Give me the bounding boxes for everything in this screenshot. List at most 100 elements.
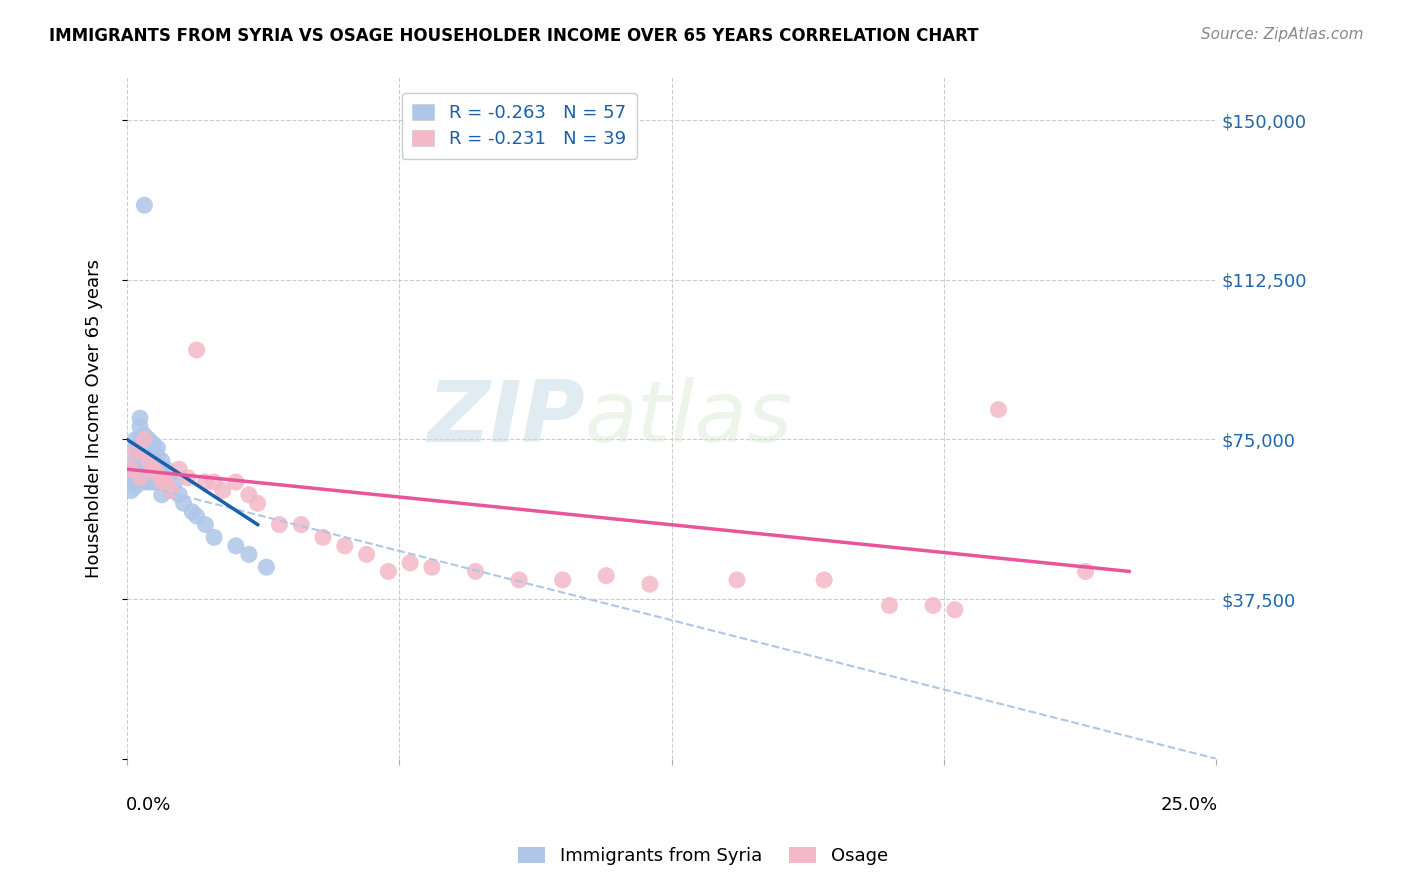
Point bbox=[167, 462, 190, 476]
Point bbox=[177, 471, 200, 485]
Point bbox=[124, 462, 146, 476]
Point bbox=[225, 539, 247, 553]
Point bbox=[129, 471, 152, 485]
Point bbox=[138, 467, 160, 481]
Legend: R = -0.263   N = 57, R = -0.231   N = 39: R = -0.263 N = 57, R = -0.231 N = 39 bbox=[402, 94, 637, 159]
Legend: Immigrants from Syria, Osage: Immigrants from Syria, Osage bbox=[510, 839, 896, 872]
Point bbox=[163, 475, 186, 489]
Text: IMMIGRANTS FROM SYRIA VS OSAGE HOUSEHOLDER INCOME OVER 65 YEARS CORRELATION CHAR: IMMIGRANTS FROM SYRIA VS OSAGE HOUSEHOLD… bbox=[49, 27, 979, 45]
Point bbox=[638, 577, 661, 591]
Point bbox=[124, 445, 146, 459]
Point bbox=[420, 560, 443, 574]
Point bbox=[129, 453, 152, 467]
Point bbox=[879, 599, 901, 613]
Text: ZIP: ZIP bbox=[427, 376, 585, 459]
Point bbox=[129, 462, 152, 476]
Text: 25.0%: 25.0% bbox=[1160, 797, 1218, 814]
Point bbox=[138, 441, 160, 455]
Point bbox=[246, 496, 269, 510]
Point bbox=[124, 453, 146, 467]
Point bbox=[150, 471, 173, 485]
Point bbox=[129, 433, 152, 447]
Point bbox=[155, 475, 177, 489]
Point bbox=[138, 433, 160, 447]
Point bbox=[194, 475, 217, 489]
Point bbox=[134, 445, 156, 459]
Point bbox=[120, 483, 142, 498]
Point bbox=[150, 462, 173, 476]
Point bbox=[167, 488, 190, 502]
Point bbox=[129, 419, 152, 434]
Point bbox=[333, 539, 356, 553]
Point bbox=[120, 475, 142, 489]
Point bbox=[225, 475, 247, 489]
Text: 0.0%: 0.0% bbox=[125, 797, 172, 814]
Point bbox=[142, 462, 165, 476]
Point bbox=[120, 462, 142, 476]
Point bbox=[138, 450, 160, 464]
Point bbox=[146, 441, 169, 455]
Point bbox=[211, 483, 233, 498]
Point bbox=[725, 573, 748, 587]
Point bbox=[134, 433, 156, 447]
Point bbox=[254, 560, 277, 574]
Point bbox=[124, 471, 146, 485]
Point bbox=[159, 483, 181, 498]
Point bbox=[146, 467, 169, 481]
Point bbox=[922, 599, 945, 613]
Point bbox=[356, 548, 378, 562]
Point bbox=[194, 517, 217, 532]
Point bbox=[134, 453, 156, 467]
Point bbox=[146, 462, 169, 476]
Point bbox=[464, 565, 486, 579]
Point bbox=[134, 475, 156, 489]
Text: Source: ZipAtlas.com: Source: ZipAtlas.com bbox=[1201, 27, 1364, 42]
Point bbox=[595, 568, 617, 582]
Point bbox=[508, 573, 530, 587]
Point bbox=[134, 198, 156, 212]
Point bbox=[987, 402, 1010, 417]
Text: atlas: atlas bbox=[585, 376, 793, 459]
Point bbox=[142, 445, 165, 459]
Point bbox=[120, 462, 142, 476]
Point bbox=[290, 517, 312, 532]
Point bbox=[377, 565, 399, 579]
Point bbox=[202, 475, 225, 489]
Point bbox=[269, 517, 291, 532]
Point bbox=[399, 556, 422, 570]
Point bbox=[129, 411, 152, 425]
Point bbox=[120, 467, 142, 481]
Point bbox=[138, 453, 160, 467]
Point bbox=[142, 475, 165, 489]
Point bbox=[134, 436, 156, 450]
Point bbox=[159, 467, 181, 481]
Point bbox=[159, 483, 181, 498]
Point bbox=[124, 441, 146, 455]
Point bbox=[181, 505, 204, 519]
Point bbox=[186, 343, 208, 357]
Point bbox=[124, 433, 146, 447]
Point bbox=[120, 471, 142, 485]
Point bbox=[150, 475, 173, 489]
Point bbox=[134, 428, 156, 442]
Point bbox=[142, 453, 165, 467]
Point bbox=[146, 450, 169, 464]
Point bbox=[1074, 565, 1097, 579]
Point bbox=[202, 530, 225, 544]
Point bbox=[150, 453, 173, 467]
Point bbox=[173, 496, 195, 510]
Point bbox=[146, 475, 169, 489]
Point bbox=[129, 445, 152, 459]
Point bbox=[813, 573, 835, 587]
Point bbox=[155, 462, 177, 476]
Point bbox=[155, 475, 177, 489]
Point bbox=[124, 479, 146, 493]
Point bbox=[551, 573, 574, 587]
Point bbox=[238, 488, 260, 502]
Point bbox=[138, 475, 160, 489]
Point bbox=[138, 458, 160, 472]
Point bbox=[150, 488, 173, 502]
Point bbox=[142, 462, 165, 476]
Point bbox=[142, 436, 165, 450]
Y-axis label: Householder Income Over 65 years: Householder Income Over 65 years bbox=[86, 259, 103, 578]
